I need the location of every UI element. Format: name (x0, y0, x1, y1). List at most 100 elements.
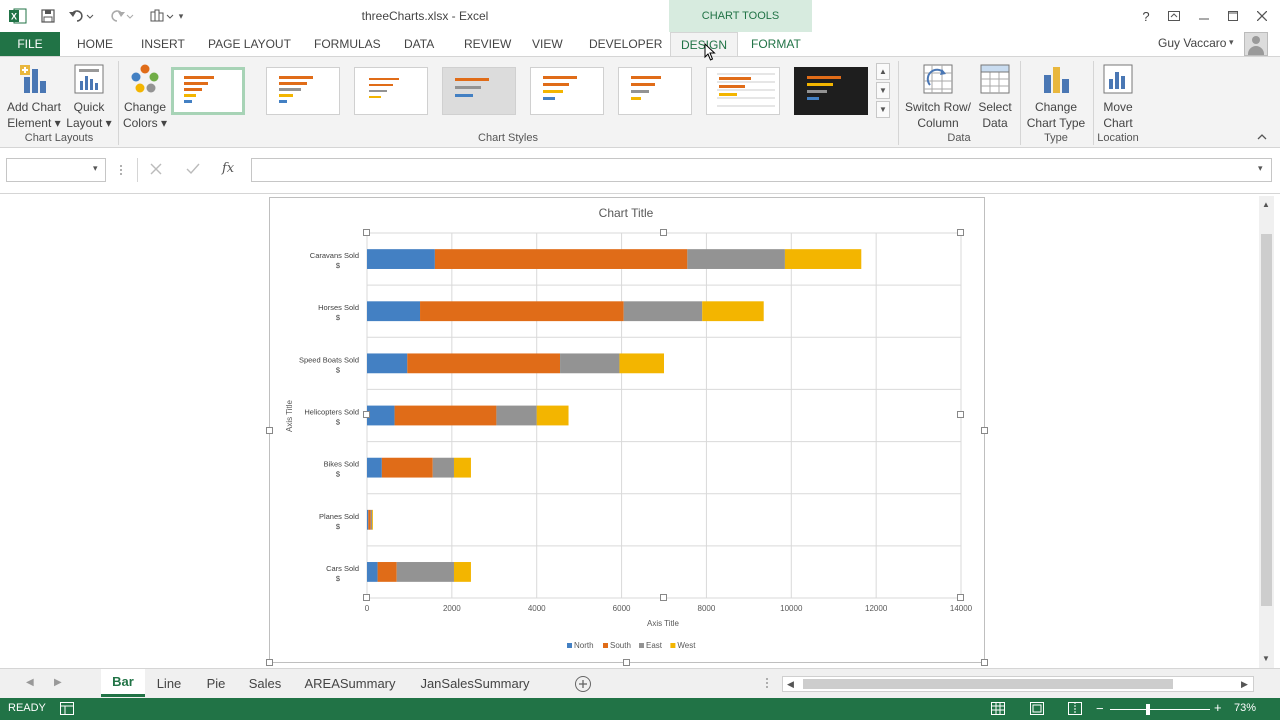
bar-south[interactable] (394, 405, 497, 426)
bar-north[interactable] (367, 249, 435, 269)
bar-north[interactable] (367, 562, 378, 582)
ribbon-display-options-icon[interactable] (1161, 6, 1187, 26)
save-icon[interactable] (38, 6, 58, 26)
tab-design[interactable]: DESIGN (670, 32, 739, 57)
bar-west[interactable] (453, 457, 471, 478)
avatar[interactable] (1244, 32, 1268, 56)
bar-west[interactable] (453, 562, 471, 582)
chart-area-handle[interactable] (981, 659, 988, 666)
plot-area-handle[interactable] (363, 229, 370, 236)
normal-view-icon[interactable] (991, 702, 1005, 718)
tab-data[interactable]: DATA (404, 37, 435, 51)
tab-review[interactable]: REVIEW (464, 37, 512, 51)
chart-object[interactable]: 0 2000 4000 6000 8000 10000 12000 14000 Caravans… (266, 197, 988, 666)
chart-area-handle[interactable] (981, 427, 988, 434)
formula-input[interactable]: ▾ (251, 158, 1272, 182)
quick-layout-button[interactable]: Quick Layout ▾ (64, 63, 114, 131)
bar-north[interactable] (367, 353, 408, 374)
plot-area-handle[interactable] (363, 594, 370, 601)
scroll-right-icon[interactable]: ▶ (1241, 679, 1248, 689)
confirm-entry-icon[interactable] (186, 163, 200, 178)
scroll-tabs-left-icon[interactable]: ◀ (26, 677, 34, 688)
chart-style-5[interactable] (530, 67, 604, 115)
insert-function-icon[interactable]: fx (222, 161, 235, 176)
zoom-slider-thumb[interactable] (1146, 704, 1150, 715)
tab-file[interactable]: FILE (0, 32, 60, 56)
zoom-out-icon[interactable]: − (1096, 701, 1104, 716)
zoom-slider[interactable] (1110, 704, 1210, 715)
vertical-scrollbar[interactable]: ▲ ▼ (1259, 196, 1274, 668)
chart-area-handle[interactable] (266, 659, 273, 666)
bar-south[interactable] (368, 509, 371, 530)
sheet-tab-jansalessummary[interactable]: JanSalesSummary (420, 675, 530, 691)
collapse-ribbon-icon[interactable] (1256, 131, 1268, 143)
macro-record-icon[interactable] (60, 702, 74, 718)
bar-north[interactable] (367, 301, 421, 322)
plot-area-handle[interactable] (660, 229, 667, 236)
chart-style-2[interactable] (266, 67, 340, 115)
chart-area-handle[interactable] (266, 427, 273, 434)
add-chart-element-button[interactable]: Add Chart Element ▾ (4, 63, 64, 131)
new-sheet-icon[interactable] (574, 675, 592, 696)
tab-insert[interactable]: INSERT (141, 37, 185, 51)
plot-area-handle[interactable] (957, 594, 964, 601)
bar-north[interactable] (367, 405, 395, 426)
bar-east[interactable] (396, 562, 454, 582)
horizontal-scrollbar[interactable]: ◀ ▶ (782, 676, 1254, 692)
chart-title[interactable]: Chart Title (599, 206, 654, 220)
legend-label[interactable]: South (610, 641, 631, 650)
chart-style-3[interactable] (354, 67, 428, 115)
y-axis-title[interactable]: Axis Title (285, 399, 294, 432)
undo-icon[interactable] (66, 6, 96, 26)
customize-toolbar-icon[interactable]: ▾ (178, 10, 184, 21)
bar-west[interactable] (536, 405, 569, 426)
bar-east[interactable] (370, 509, 373, 530)
bar-west[interactable] (784, 249, 862, 269)
bar-west[interactable] (619, 353, 664, 374)
zoom-in-icon[interactable]: + (1214, 700, 1222, 715)
scroll-tabs-right-icon[interactable]: ▶ (54, 677, 62, 688)
close-icon[interactable] (1249, 6, 1275, 26)
bar-east[interactable] (496, 405, 537, 426)
plot-area-handle[interactable] (363, 411, 370, 418)
plot-area-handle[interactable] (957, 411, 964, 418)
bar-east[interactable] (560, 353, 620, 374)
scroll-up-icon[interactable]: ▲ (1262, 200, 1270, 209)
tab-format[interactable]: FORMAT (751, 37, 801, 51)
tab-formulas[interactable]: FORMULAS (314, 37, 381, 51)
excel-logo-icon[interactable]: X (8, 6, 28, 26)
legend-label[interactable]: West (677, 641, 696, 650)
bar-north[interactable] (367, 509, 369, 530)
touch-mode-icon[interactable] (146, 6, 176, 26)
tab-home[interactable]: HOME (77, 37, 113, 51)
gallery-scroll-up-icon[interactable]: ▲ (876, 63, 890, 80)
horizontal-scroll-thumb[interactable] (803, 679, 1173, 689)
tab-view[interactable]: VIEW (532, 37, 563, 51)
chart-style-1[interactable] (171, 67, 245, 115)
legend-label[interactable]: North (574, 641, 594, 650)
bar-east[interactable] (623, 301, 703, 322)
sheet-tab-sales[interactable]: Sales (248, 675, 282, 691)
chart-style-8[interactable] (794, 67, 868, 115)
tab-developer[interactable]: DEVELOPER (589, 37, 663, 51)
bar-south[interactable] (377, 562, 397, 582)
name-box[interactable]: ▾ (6, 158, 106, 182)
bar-north[interactable] (367, 457, 382, 478)
bar-south[interactable] (381, 457, 433, 478)
minimize-icon[interactable] (1191, 6, 1217, 26)
bar-chart[interactable]: 0 2000 4000 6000 8000 10000 12000 14000 Caravans… (270, 198, 986, 664)
x-axis-title[interactable]: Axis Title (647, 619, 680, 628)
chart-style-7[interactable] (706, 67, 780, 115)
chart-style-6[interactable] (618, 67, 692, 115)
chart-area-handle[interactable] (623, 659, 630, 666)
bar-south[interactable] (434, 249, 688, 269)
bar-east[interactable] (432, 457, 454, 478)
gallery-more-icon[interactable]: ▼ (876, 101, 890, 118)
chart-legend[interactable]: North South East West (567, 641, 696, 650)
page-break-view-icon[interactable] (1068, 702, 1082, 718)
name-box-dropdown-icon[interactable]: ▾ (93, 163, 98, 173)
bar-east[interactable] (687, 249, 785, 269)
select-data-button[interactable]: Select Data (974, 63, 1016, 131)
tab-split-grip-icon[interactable] (765, 677, 769, 692)
vertical-scroll-thumb[interactable] (1261, 234, 1272, 606)
